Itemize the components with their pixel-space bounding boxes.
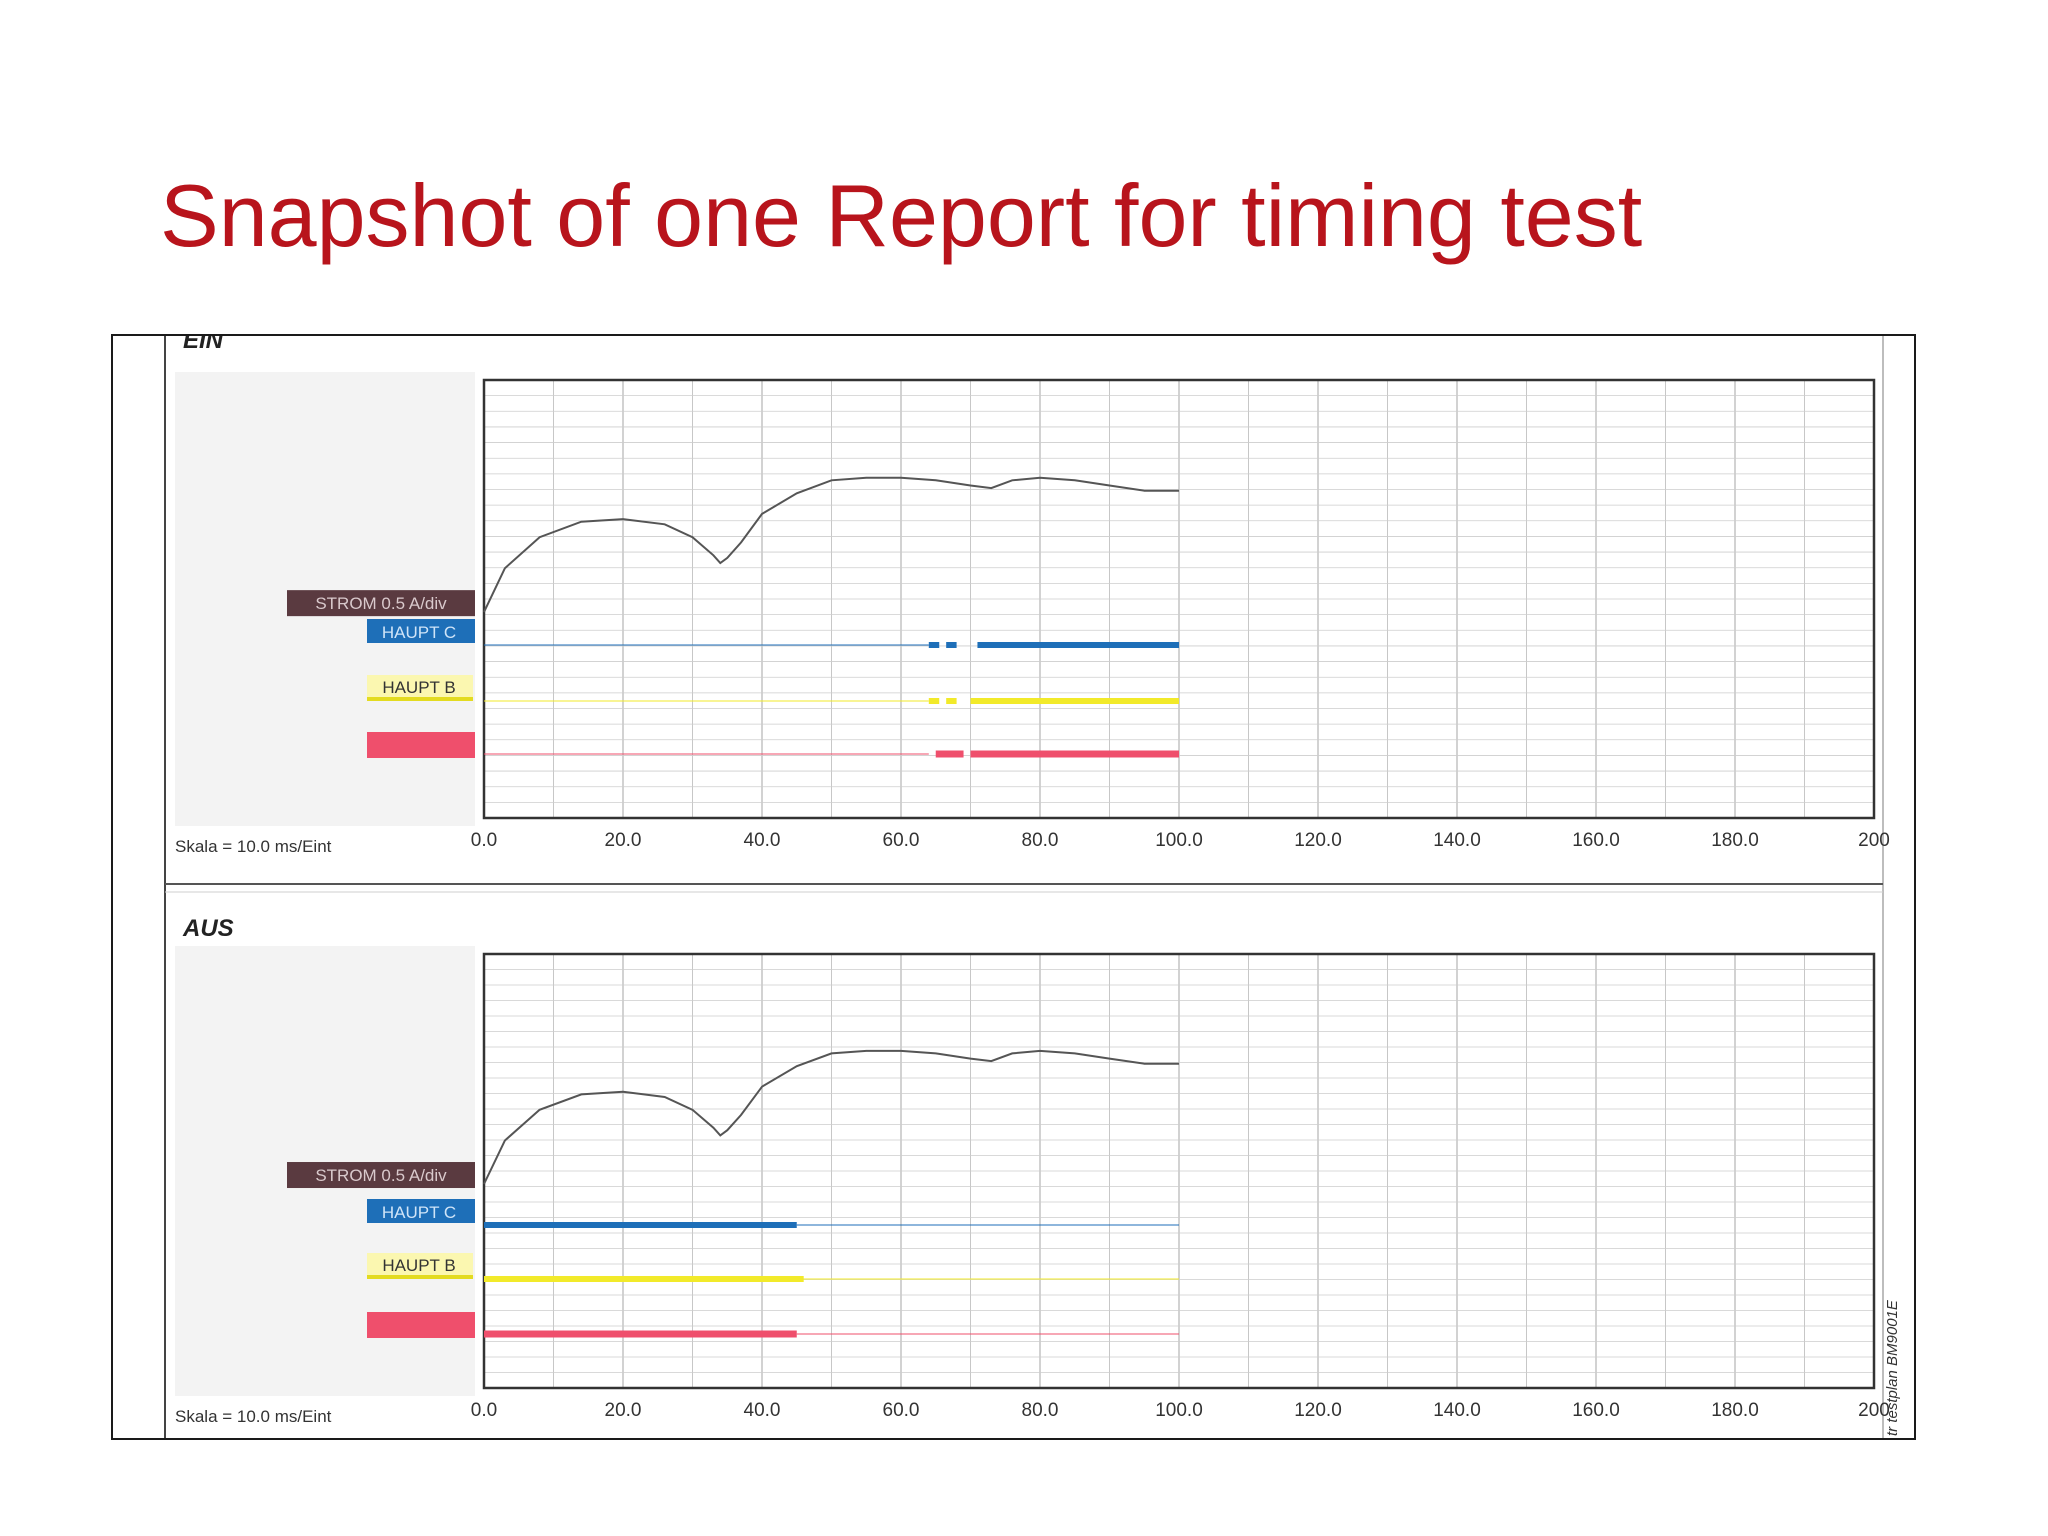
x-tick-label: 120.0: [1294, 1400, 1342, 1421]
x-tick-label: 80.0: [1022, 1400, 1059, 1421]
strom-label-box: [287, 1162, 475, 1189]
panel-title: AUS: [182, 915, 234, 942]
x-tick-label: 20.0: [605, 830, 642, 851]
x-tick-label: 60.0: [883, 830, 920, 851]
report-snapshot: tr testplan BM9001E EIN 0.0 20.0 40.0 60.0 80.…: [111, 334, 1916, 1440]
x-tick-label: 0.0: [471, 830, 497, 851]
strom-label: STROM 0.5 A/div: [315, 594, 447, 613]
scale-label: Skala = 10.0 ms/Eint: [175, 837, 332, 856]
x-tick-label: 120.0: [1294, 830, 1342, 851]
x-tick-label: 180.0: [1711, 1400, 1759, 1421]
x-tick-label: 100.0: [1155, 1400, 1203, 1421]
x-tick-label: 200: [1858, 1400, 1890, 1421]
timing-panel-ein: EIN 0.0 20.0 40.0 60.0 80.0 100.0 120.0 140.0 160…: [175, 336, 1890, 856]
haupt-c-label-box: [367, 1199, 475, 1223]
current-trace: [483, 476, 1179, 613]
haupt-b-label-underline: [367, 1275, 473, 1279]
x-tick-label: 20.0: [605, 1400, 642, 1421]
x-tick-label: 140.0: [1433, 830, 1481, 851]
plot-frame: [482, 952, 1876, 1390]
x-tick-label: 200: [1858, 830, 1890, 851]
x-tick-label: 140.0: [1433, 1400, 1481, 1421]
x-tick-label: 180.0: [1711, 830, 1759, 851]
haupt-c-label: HAUPT C: [382, 623, 456, 642]
slide-title: Snapshot of one Report for timing test: [160, 166, 1643, 265]
x-tick-label: 40.0: [744, 830, 781, 851]
scale-label: Skala = 10.0 ms/Eint: [175, 1407, 332, 1426]
haupt-b-label-underline: [367, 697, 473, 701]
haupt-b-label: HAUPT B: [382, 678, 455, 697]
plot-frame: [482, 378, 1876, 820]
haupt-c-label: HAUPT C: [382, 1203, 456, 1222]
timing-panel-aus: AUS 0.0 20.0 40.0 60.0 80.0 100.0 120.0 140.0 160…: [175, 915, 1890, 1426]
haupt-a-label-box: [367, 732, 475, 758]
haupt-a-label-box: [367, 1312, 475, 1338]
haupt-b-label-box: [367, 1253, 473, 1275]
x-tick-label: 80.0: [1022, 830, 1059, 851]
x-tick-label: 60.0: [883, 1400, 920, 1421]
x-tick-label: 160.0: [1572, 830, 1620, 851]
current-trace: [483, 1049, 1179, 1185]
haupt-b-label: HAUPT B: [382, 1256, 455, 1275]
panel-title: EIN: [183, 336, 224, 354]
x-tick-label: 40.0: [744, 1400, 781, 1421]
haupt-c-label-box: [367, 619, 475, 643]
haupt-b-label-box: [367, 675, 473, 697]
side-vertical-text: tr testplan BM9001E: [1884, 1299, 1901, 1436]
strom-label-box: [287, 590, 475, 617]
x-tick-label: 160.0: [1572, 1400, 1620, 1421]
timing-report-chart: tr testplan BM9001E EIN 0.0 20.0 40.0 60.0 80.…: [164, 336, 1901, 1438]
x-tick-label: 100.0: [1155, 830, 1203, 851]
strom-label: STROM 0.5 A/div: [315, 1166, 447, 1185]
x-tick-label: 0.0: [471, 1400, 497, 1421]
